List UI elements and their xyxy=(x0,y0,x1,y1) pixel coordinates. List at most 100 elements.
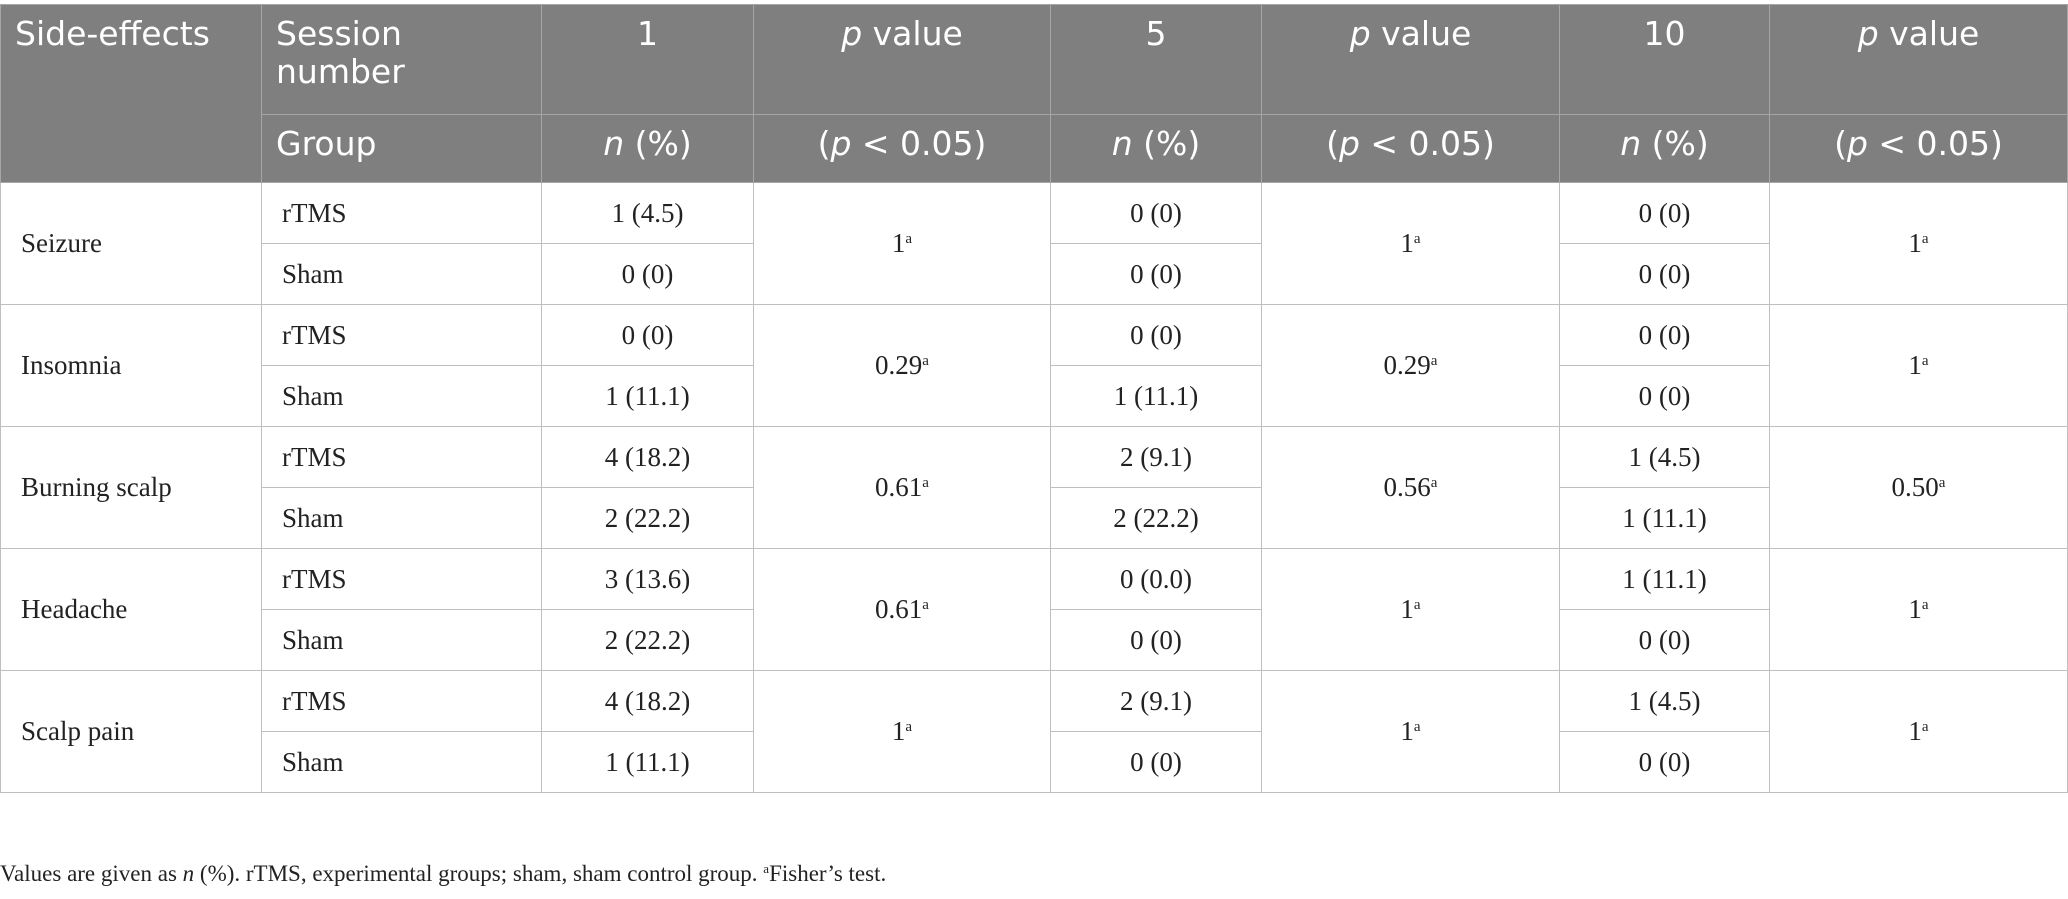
p-value: 1 xyxy=(1908,716,1922,746)
p-value-cell: 1a xyxy=(1769,670,2068,793)
group-label: rTMS xyxy=(261,670,542,732)
p-symbol: p xyxy=(1857,14,1879,53)
p-value: 1 xyxy=(1400,716,1414,746)
count-cell: 2 (22.2) xyxy=(541,609,754,671)
paren: ( xyxy=(1326,124,1339,163)
p-value-cell: 0.29a xyxy=(1261,304,1560,427)
count-cell: 1 (4.5) xyxy=(1559,426,1770,488)
header-session-number: Session number xyxy=(261,4,542,115)
count-cell: 0 (0.0) xyxy=(1050,548,1262,610)
p-value-cell: 1a xyxy=(753,670,1051,793)
p-value: 0.50 xyxy=(1891,472,1939,502)
count-cell: 2 (9.1) xyxy=(1050,426,1262,488)
p-value: 0.29 xyxy=(1383,350,1431,380)
p-symbol: p xyxy=(1846,124,1868,163)
table-row: Sham 1 (11.1) 0 (0) 0 (0) xyxy=(1,731,2068,793)
group-label: rTMS xyxy=(261,304,542,366)
count-cell: 0 (0) xyxy=(1050,243,1262,305)
p-value-cell: 0.29a xyxy=(753,304,1051,427)
group-label: rTMS xyxy=(261,548,542,610)
header-row-2: Group n (%) (p < 0.05) n (%) (p < 0.05) … xyxy=(1,114,2068,183)
group-label: Sham xyxy=(261,487,542,549)
paren: ( xyxy=(1834,124,1847,163)
header-row-1: Side-effects Session number 1 p value 5 … xyxy=(0,4,2068,183)
count-cell: 1 (11.1) xyxy=(541,731,754,793)
value-label: value xyxy=(862,14,963,53)
p-value: 1 xyxy=(1908,594,1922,624)
p-symbol: p xyxy=(830,124,852,163)
count-cell: 4 (18.2) xyxy=(541,670,754,732)
p-value: 1 xyxy=(1400,594,1414,624)
side-effect-name: Insomnia xyxy=(0,304,262,427)
p-value: 1 xyxy=(1908,228,1922,258)
fisher-marker: a xyxy=(1430,353,1438,369)
header-significance-5: (p < 0.05) xyxy=(1261,114,1560,183)
header-p-value-10: p value xyxy=(1769,4,2068,115)
footnote-text: Values are given as xyxy=(0,861,183,886)
header-side-effects: Side-effects xyxy=(0,4,262,183)
count-cell: 1 (11.1) xyxy=(1559,487,1770,549)
fisher-marker: a xyxy=(1413,231,1421,247)
footnote-text: (%). rTMS, experimental groups; sham, sh… xyxy=(194,861,764,886)
group-label: Sham xyxy=(261,731,542,793)
fisher-marker: a xyxy=(1430,475,1438,491)
p-value: 0.29 xyxy=(875,350,923,380)
p-value: 1 xyxy=(1908,350,1922,380)
count-cell: 0 (0) xyxy=(1559,365,1770,427)
group-label: rTMS xyxy=(261,426,542,488)
p-value-cell: 1a xyxy=(1261,548,1560,671)
header-significance-1: (p < 0.05) xyxy=(753,114,1051,183)
p-value-cell: 1a xyxy=(1769,304,2068,427)
count-cell: 2 (22.2) xyxy=(1050,487,1262,549)
threshold-label: < 0.05) xyxy=(851,124,987,163)
paren: ( xyxy=(817,124,831,163)
p-value: 0.61 xyxy=(875,594,923,624)
threshold-label: < 0.05) xyxy=(1359,124,1495,163)
count-cell: 2 (9.1) xyxy=(1050,670,1262,732)
n-symbol: n xyxy=(603,124,625,163)
footnote-n-symbol: n xyxy=(182,861,195,886)
fisher-marker: a xyxy=(1921,719,1929,735)
group-label: rTMS xyxy=(261,182,542,244)
p-value-cell: 1a xyxy=(753,182,1051,305)
p-value-cell: 1a xyxy=(1261,670,1560,793)
header-session-5: 5 xyxy=(1050,4,1262,115)
p-value-cell: 0.61a xyxy=(753,426,1051,549)
percent-label: (%) xyxy=(1132,124,1201,163)
p-value-cell: 0.50a xyxy=(1769,426,2068,549)
count-cell: 4 (18.2) xyxy=(541,426,754,488)
count-cell: 0 (0) xyxy=(1559,731,1770,793)
count-cell: 0 (0) xyxy=(1050,182,1262,244)
footnote-text: Fisher’s test. xyxy=(769,861,887,886)
header-p-value-1: p value xyxy=(753,4,1051,115)
header-significance-10: (p < 0.05) xyxy=(1769,114,2068,183)
header-n-percent-1: n (%) xyxy=(541,114,754,183)
table-row: Headache rTMS 3 (13.6) 0.61a 0 (0.0) 1a … xyxy=(0,548,2068,671)
fisher-marker: a xyxy=(1921,353,1929,369)
header-n-percent-10: n (%) xyxy=(1559,114,1770,183)
fisher-marker: a xyxy=(1413,719,1421,735)
p-value: 1 xyxy=(1400,228,1414,258)
group-label: Sham xyxy=(261,365,542,427)
fisher-marker: a xyxy=(1938,475,1946,491)
p-symbol: p xyxy=(1338,124,1360,163)
p-value: 0.56 xyxy=(1383,472,1431,502)
header-session-1: 1 xyxy=(541,4,754,115)
p-value-cell: 1a xyxy=(1261,182,1560,305)
side-effect-name: Seizure xyxy=(0,182,262,305)
table-row: Insomnia rTMS 0 (0) 0.29a 0 (0) 0.29a 0 … xyxy=(0,304,2068,427)
value-label: value xyxy=(1878,14,1980,53)
fisher-marker: a xyxy=(905,719,913,735)
count-cell: 0 (0) xyxy=(1050,609,1262,671)
header-n-percent-5: n (%) xyxy=(1050,114,1262,183)
group-label: Sham xyxy=(261,609,542,671)
table-row: Seizure rTMS 1 (4.5) 1a 0 (0) 1a 0 (0) 1… xyxy=(0,182,2068,305)
side-effects-table: Side-effects Session number 1 p value 5 … xyxy=(0,4,2068,793)
count-cell: 0 (0) xyxy=(1559,609,1770,671)
p-value: 0.61 xyxy=(875,472,923,502)
percent-label: (%) xyxy=(1641,124,1709,163)
fisher-marker: a xyxy=(1413,597,1421,613)
count-cell: 0 (0) xyxy=(1050,731,1262,793)
header-session-10: 10 xyxy=(1559,4,1770,115)
fisher-marker: a xyxy=(1921,231,1929,247)
